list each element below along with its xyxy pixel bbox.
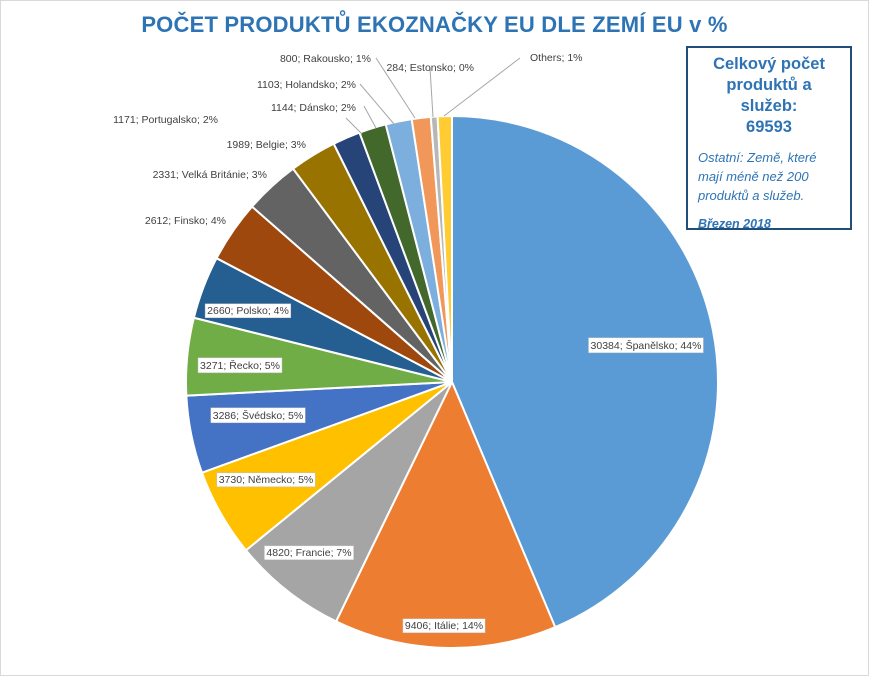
leader-line xyxy=(443,57,521,117)
summary-date: Březen 2018 xyxy=(698,217,771,231)
slice-label: 3286; Švédsko; 5% xyxy=(213,409,303,422)
slice-label-background xyxy=(402,618,486,634)
slice-label-background xyxy=(264,545,354,561)
summary-total: 69593 xyxy=(746,118,792,136)
pie-slice xyxy=(451,114,720,629)
slice-label-background xyxy=(216,472,316,488)
leader-line xyxy=(429,67,434,118)
slice-label: 30384; Španělsko; 44% xyxy=(591,339,702,352)
chart-title: POČET PRODUKTŮ EKOZNAČKY EU DLE ZEMÍ EU … xyxy=(141,12,728,37)
pie-slice xyxy=(244,381,453,623)
leader-line xyxy=(375,57,416,119)
slice-label-background xyxy=(210,407,306,424)
slice-label: 1171; Portugalsko; 2% xyxy=(113,114,218,126)
slice-label: 4820; Francie; 7% xyxy=(266,547,351,559)
slice-label: 2660; Polsko; 4% xyxy=(207,305,289,317)
slice-label: 2612; Finsko; 4% xyxy=(145,215,226,227)
slice-label: 9406; Itálie; 14% xyxy=(405,620,483,632)
pie-slice xyxy=(436,114,453,383)
pie-slice xyxy=(334,379,557,649)
slice-label: 1989; Belgie; 3% xyxy=(227,139,306,151)
slice-label-background xyxy=(197,357,283,374)
leader-line xyxy=(359,83,395,125)
slice-label-background xyxy=(204,303,292,319)
leader-line xyxy=(345,117,363,135)
summary-note: Ostatní: Země, které mají méně než 200 p… xyxy=(698,150,817,203)
slice-label: 3730; Německo; 5% xyxy=(219,474,314,486)
slice-label: 3271; Řecko; 5% xyxy=(200,359,280,372)
leader-line xyxy=(363,105,377,129)
slice-label: 800; Rakousko; 1% xyxy=(280,53,371,65)
slice-label-background xyxy=(588,337,704,354)
summary-title: Celkový počet produktů a služeb: xyxy=(713,55,825,115)
slice-label: 2331; Velká Británie; 3% xyxy=(153,169,267,181)
summary-box: Celkový počet produktů a služeb: 69593 O… xyxy=(686,46,852,231)
slice-label: 284; Estonsko; 0% xyxy=(386,62,474,74)
slice-label: 1144; Dánsko; 2% xyxy=(271,102,356,114)
slice-label: Others; 1% xyxy=(530,52,583,64)
slice-label: 1103; Holandsko; 2% xyxy=(257,79,356,91)
